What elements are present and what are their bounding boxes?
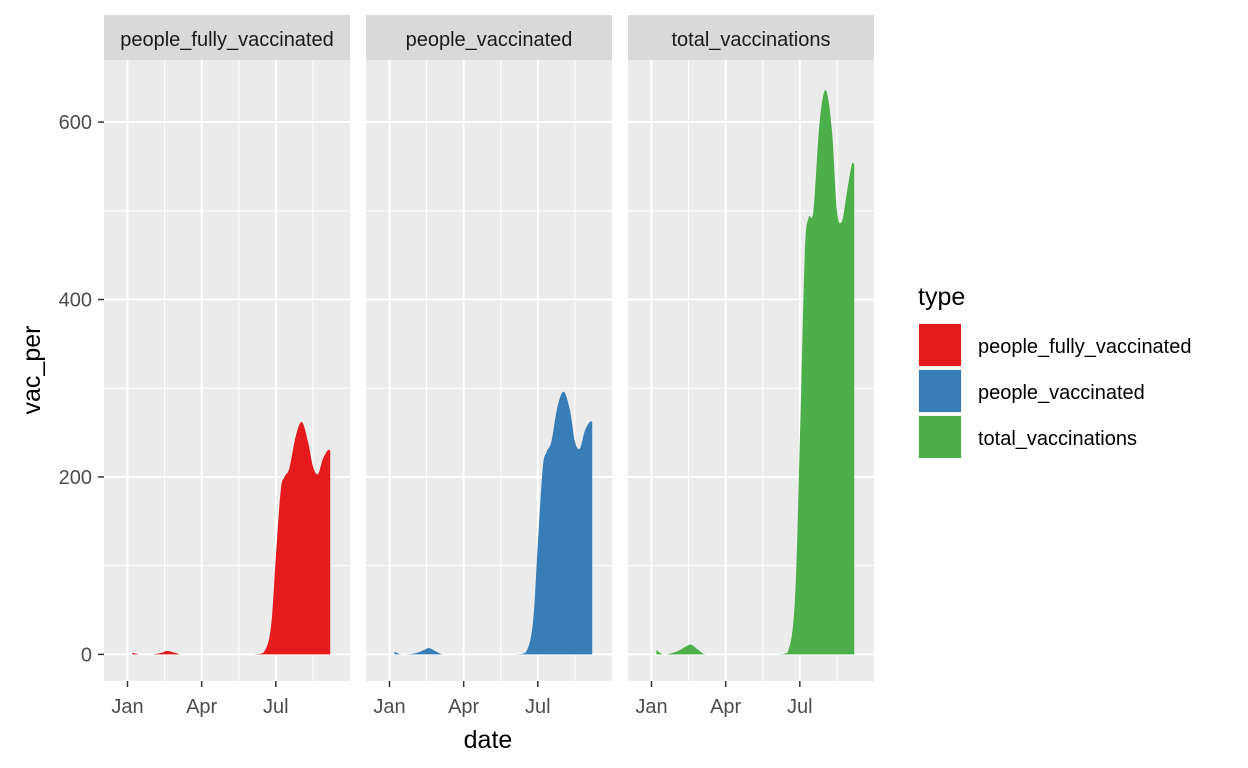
legend-item: total_vaccinations <box>918 415 1137 459</box>
area-series-people_vaccinated <box>394 391 593 655</box>
x-tick-label: Jan <box>111 696 143 718</box>
facet-panels: people_fully_vaccinated people_vaccinated… <box>104 15 874 681</box>
legend-item: people_vaccinated <box>918 369 1145 413</box>
legend-items: people_fully_vaccinated people_vaccinated… <box>918 323 1192 459</box>
legend-item: people_fully_vaccinated <box>918 323 1192 367</box>
legend-title: type <box>918 283 965 311</box>
legend-swatch <box>919 416 961 458</box>
facet-strip-label: total_vaccinations <box>672 29 831 51</box>
legend: type people_fully_vaccinated people_vacci… <box>918 283 1192 459</box>
facet-panel: people_fully_vaccinated <box>104 15 350 681</box>
x-tick-label: Jul <box>263 696 289 718</box>
x-tick-label: Apr <box>448 696 479 718</box>
facet-panel: people_vaccinated <box>366 15 612 681</box>
y-axis: 0 200 400 600 <box>59 112 104 666</box>
y-tick-label: 200 <box>59 467 92 489</box>
x-axes: Jan Apr Jul Jan Apr Jul Jan Apr Jul <box>111 681 813 718</box>
legend-swatch <box>919 324 961 366</box>
legend-swatch <box>919 370 961 412</box>
facet-strip-label: people_fully_vaccinated <box>120 29 334 51</box>
facet-strip <box>628 15 874 60</box>
facet-strip <box>104 15 350 60</box>
legend-label: total_vaccinations <box>978 428 1137 450</box>
x-tick-label: Apr <box>710 696 741 718</box>
x-axis-title: date <box>464 726 513 754</box>
x-tick-label: Jul <box>787 696 813 718</box>
y-tick-label: 400 <box>59 290 92 312</box>
facet-strip-label: people_vaccinated <box>406 29 573 51</box>
y-tick-label: 0 <box>81 644 92 666</box>
y-tick-label: 600 <box>59 112 92 134</box>
area-series-people_fully_vaccinated <box>132 421 331 655</box>
x-tick-label: Apr <box>186 696 217 718</box>
x-tick-label: Jul <box>525 696 551 718</box>
y-axis-title: vac_per <box>18 326 46 415</box>
facet-panel: total_vaccinations <box>628 15 874 681</box>
x-tick-label: Jan <box>635 696 667 718</box>
legend-label: people_fully_vaccinated <box>978 336 1192 358</box>
x-tick-label: Jan <box>373 696 405 718</box>
area-series-total_vaccinations <box>656 90 855 655</box>
facet-strip <box>366 15 612 60</box>
legend-label: people_vaccinated <box>978 382 1145 404</box>
